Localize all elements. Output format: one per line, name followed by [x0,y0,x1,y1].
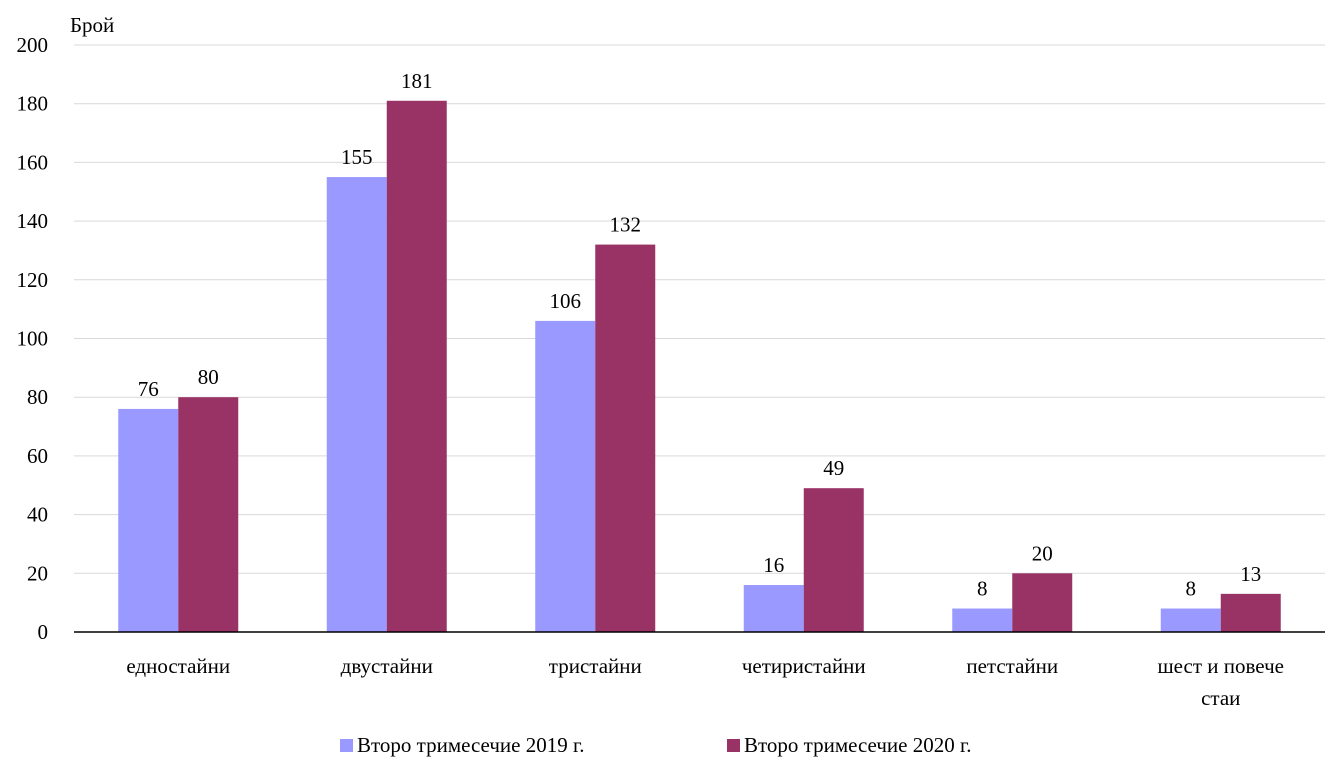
bar [326,177,387,632]
labels: 0 20 40 60 80 100 120 140 160 180 200 76 80 едностайн… [17,33,1284,710]
bar [803,488,864,632]
y-tick-label: 0 [38,620,49,644]
data-label: 155 [341,145,373,169]
data-label: 76 [138,377,159,401]
bar [952,608,1013,632]
y-axis-title: Брой [70,13,114,37]
y-tick-label: 80 [27,385,48,409]
y-tick-label: 160 [17,150,49,174]
legend-label: Второ тримесечие 2020 г. [744,733,971,757]
legend-swatch [727,739,740,752]
data-label: 80 [198,365,219,389]
y-tick-label: 60 [27,444,48,468]
y-tick-label: 200 [17,33,49,57]
x-tick-label: четиристайни [742,654,866,678]
data-label: 132 [610,213,642,237]
legend: Второ тримесечие 2019 г. Второ тримесечие… [340,733,971,757]
bar [1220,593,1281,632]
legend-label: Второ тримесечие 2019 г. [357,733,584,757]
bar [386,100,447,632]
bar [1160,608,1221,632]
data-label: 20 [1032,541,1053,565]
data-label: 16 [763,553,784,577]
y-tick-label: 140 [17,209,49,233]
legend-swatch [340,739,353,752]
bar [1012,573,1073,632]
x-tick-label: едностайни [126,654,230,678]
bar [743,585,804,632]
bar [535,320,596,632]
bar [178,397,239,632]
data-label: 106 [550,289,582,313]
y-tick-label: 20 [27,561,48,585]
x-tick-label: тристайни [549,654,642,678]
x-tick-label: двустайни [341,654,433,678]
y-tick-label: 100 [17,327,49,351]
y-tick-label: 120 [17,268,49,292]
gridlines [74,44,1325,574]
data-label: 8 [1186,577,1197,601]
y-tick-label: 40 [27,503,48,527]
x-tick-label: шест и повече [1158,654,1284,678]
bar [118,408,179,632]
bars [118,100,1281,632]
x-tick-label: петстайни [966,654,1058,678]
data-label: 181 [401,69,433,93]
y-tick-label: 180 [17,92,49,116]
x-tick-label: стаи [1201,686,1240,710]
data-label: 49 [823,456,844,480]
data-label: 8 [977,577,988,601]
data-label: 13 [1240,562,1261,586]
bar [595,244,656,632]
